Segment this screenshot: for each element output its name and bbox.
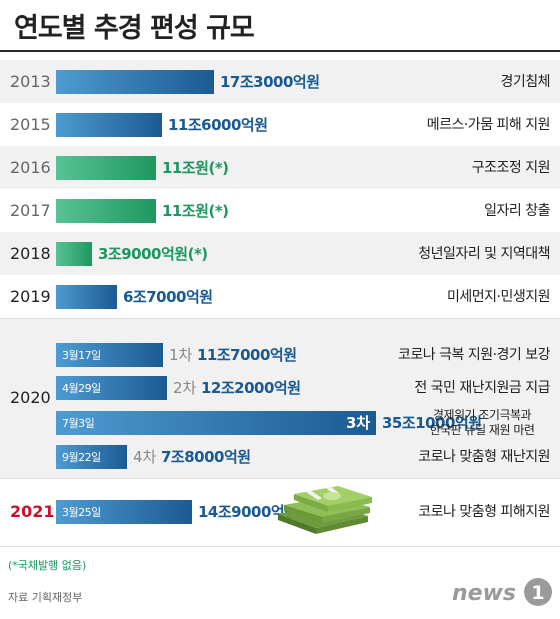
row-divider: [0, 478, 560, 479]
value-label: 11조원(*): [162, 201, 229, 220]
value-label: 12조2000억원: [201, 379, 301, 397]
reason-label: 구조조정 지원: [471, 159, 551, 176]
value-label: 35조1000억원: [382, 414, 482, 432]
bar: [56, 198, 156, 223]
round-label: 1차: [169, 346, 193, 364]
bar-date-label: 3월25일: [62, 506, 101, 519]
year-label: 2015: [10, 114, 51, 134]
bar-date-label: 9월22일: [62, 451, 101, 464]
footnote: (*국채발행 없음): [8, 559, 87, 572]
reason-label: 전 국민 재난지원금 지급: [414, 380, 550, 396]
money-stack-icon: [278, 486, 372, 534]
year-label: 2016: [10, 157, 51, 177]
bar: [56, 69, 214, 94]
year-label: 2021: [10, 502, 55, 521]
bar: [56, 241, 92, 266]
value-label: 3조9000억원(*): [98, 244, 208, 263]
round-label: 4차: [133, 448, 157, 466]
year-label: 2013: [10, 71, 51, 91]
row-divider: [0, 546, 560, 547]
bar-date-label: 4월29일: [62, 382, 101, 395]
header: 연도별 추경 편성 규모: [0, 0, 560, 52]
year-label: 2018: [10, 243, 51, 263]
reason-label: 일자리 창출: [484, 202, 550, 219]
value-label: 11조7000억원: [197, 346, 297, 364]
bar: 3월17일: [56, 343, 163, 367]
round-label: 2차: [173, 379, 197, 397]
logo-text: news: [452, 581, 516, 606]
bar: 9월22일: [56, 445, 127, 469]
value-label: 6조7000억원: [123, 287, 213, 306]
source-note: 자료 기획재정부: [8, 591, 83, 604]
value-label: 14조9000억원: [198, 503, 298, 521]
reason-label: 경제위기 조기극복과: [432, 408, 532, 422]
row-background: [0, 232, 560, 275]
title-divider: [0, 50, 560, 52]
bar: 7월3일: [56, 411, 376, 435]
value-label: 11조원(*): [162, 158, 229, 177]
row-divider: [0, 318, 560, 319]
reason-label: 코로나 맞춤형 재난지원: [418, 449, 550, 465]
round-label: 3차: [346, 414, 371, 432]
reason-label: 한국판 뉴딜 재원 마련: [429, 423, 535, 437]
page-title: 연도별 추경 편성 규모: [14, 13, 255, 44]
reason-label: 코로나 맞춤형 피해지원: [418, 504, 550, 520]
bar: 4월29일: [56, 376, 167, 400]
bar-date-label: 3월17일: [62, 349, 101, 362]
bar: [56, 112, 162, 137]
reason-label: 경기침체: [500, 73, 550, 90]
bar-date-label: 7월3일: [62, 417, 95, 430]
bar: [56, 155, 156, 180]
bar: [56, 284, 117, 309]
logo-mark: 1: [531, 582, 544, 604]
value-label: 17조3000억원: [220, 72, 320, 91]
reason-label: 코로나 극복 지원·경기 보강: [398, 347, 550, 363]
reason-label: 메르스·가뭄 피해 지원: [426, 116, 551, 133]
year-label: 2019: [10, 286, 51, 306]
year-label: 2020: [10, 388, 51, 407]
year-label: 2017: [10, 200, 51, 220]
bar: 3월25일: [56, 500, 192, 524]
news1-logo: news 1: [452, 578, 552, 606]
value-label: 7조8000억원: [161, 448, 251, 466]
reason-label: 청년일자리 및 지역대책: [418, 245, 550, 262]
reason-label: 미세먼지·민생지원: [447, 288, 551, 305]
value-label: 11조6000억원: [168, 115, 268, 134]
